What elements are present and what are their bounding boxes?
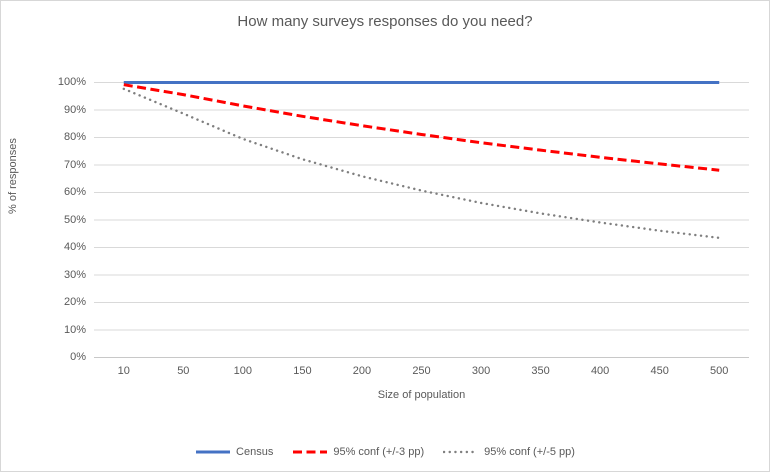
x-tick-label: 400 xyxy=(590,365,610,377)
y-tick-label: 0% xyxy=(70,351,86,363)
legend-item-95-conf-5-pp: 95% conf (+/-5 pp) xyxy=(443,446,575,458)
x-axis-title: Size of population xyxy=(377,389,466,401)
y-tick-label: 20% xyxy=(63,296,86,308)
legend-item-census: Census xyxy=(195,446,273,458)
x-tick-label: 10 xyxy=(117,365,130,377)
legend-line-icon xyxy=(196,450,231,454)
y-tick-label: 10% xyxy=(63,323,86,336)
y-tick-label: 50% xyxy=(63,213,86,226)
y-tick-label: 30% xyxy=(63,268,86,281)
y-tick-label: 90% xyxy=(63,103,86,116)
legend-label: 95% conf (+/-5 pp) xyxy=(484,446,575,458)
x-tick-label: 100 xyxy=(233,365,253,377)
chart-title: How many surveys responses do you need? xyxy=(237,13,533,30)
x-tick-label: 500 xyxy=(710,365,729,377)
legend-line-icon xyxy=(293,450,328,454)
y-tick-label: 70% xyxy=(63,158,86,171)
series-line-95-conf-3-pp xyxy=(123,83,720,172)
y-tick-label: 40% xyxy=(63,241,86,253)
series-line-95-conf-5-pp xyxy=(122,87,721,240)
x-tick-label: 450 xyxy=(650,365,669,377)
y-tick-label: 80% xyxy=(63,131,86,143)
y-tick-label: 100% xyxy=(57,76,86,88)
legend-label: Census xyxy=(236,446,274,458)
x-tick-label: 150 xyxy=(293,365,312,377)
legend-line-icon xyxy=(443,450,480,454)
x-tick-label: 50 xyxy=(177,365,190,377)
x-tick-label: 350 xyxy=(531,365,550,377)
legend-item-95-conf-3-pp: 95% conf (+/-3 pp) xyxy=(292,446,424,458)
y-tick-label: 60% xyxy=(63,186,86,198)
legend: Census 95% conf (+/-3 pp) 95% conf (+/-5 p… xyxy=(1,444,769,460)
x-tick-label: 200 xyxy=(352,365,372,377)
legend-label: 95% conf (+/-3 pp) xyxy=(333,446,425,458)
x-tick-label: 300 xyxy=(471,365,491,377)
x-tick-label: 250 xyxy=(412,365,431,377)
